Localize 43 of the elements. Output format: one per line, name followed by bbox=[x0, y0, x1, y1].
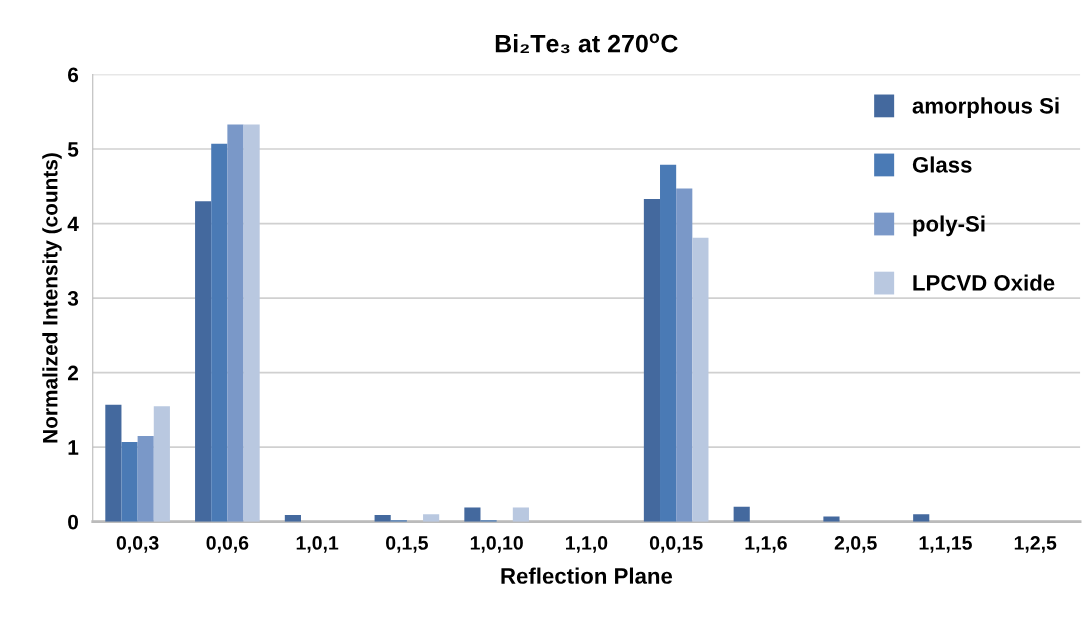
x-tick-label: 0,0,6 bbox=[206, 536, 249, 553]
y-tick-label: 6 bbox=[68, 67, 79, 83]
bar bbox=[733, 506, 750, 522]
x-tick-label: 1,1,0 bbox=[566, 536, 608, 553]
bar bbox=[195, 201, 212, 522]
bar bbox=[823, 516, 840, 522]
x-tick-label: 0,0,15 bbox=[649, 536, 703, 553]
x-tick-label: 1,1,6 bbox=[745, 536, 787, 553]
y-tick-label: 2 bbox=[67, 365, 79, 381]
y-axis-title: Normalized Intensity (counts) bbox=[42, 153, 62, 443]
legend-label: LPCVD Oxide bbox=[913, 274, 1055, 291]
bar bbox=[153, 406, 170, 522]
bar bbox=[227, 124, 244, 522]
y-tick-label: 4 bbox=[67, 216, 79, 232]
x-tick-label: 1,0,10 bbox=[470, 536, 523, 553]
bar bbox=[660, 164, 677, 522]
x-tick-label: 0,1,5 bbox=[386, 536, 428, 553]
y-tick-label: 5 bbox=[67, 142, 79, 157]
bar bbox=[676, 188, 693, 522]
x-tick-label: 0,0,3 bbox=[116, 536, 159, 553]
x-tick-label: 2,0,5 bbox=[834, 536, 877, 553]
bar bbox=[643, 198, 661, 522]
y-tick-label: 1 bbox=[68, 440, 79, 455]
chart-title: Bi₂Te₃ at 270$^{o}$C bbox=[495, 33, 678, 54]
bar bbox=[423, 514, 440, 522]
legend-label: amorphous Si bbox=[912, 97, 1059, 119]
bar bbox=[692, 237, 709, 522]
bar bbox=[137, 435, 154, 522]
y-tick-label: 3 bbox=[67, 291, 79, 306]
x-tick-label: 1,0,1 bbox=[296, 536, 339, 553]
bar bbox=[211, 143, 228, 522]
bar bbox=[121, 441, 138, 522]
legend-label: poly-Si bbox=[913, 215, 985, 237]
legend-label: Glass bbox=[912, 156, 972, 173]
x-axis-title: Reflection Plane bbox=[501, 567, 673, 584]
y-tick-label: 0 bbox=[68, 514, 78, 530]
bar bbox=[512, 507, 529, 522]
bar bbox=[105, 404, 122, 522]
bar bbox=[464, 507, 481, 522]
x-tick-label: 1,1,15 bbox=[919, 536, 972, 553]
bar bbox=[913, 514, 930, 522]
x-tick-label: 1,2,5 bbox=[1014, 536, 1057, 553]
bar bbox=[243, 124, 260, 522]
